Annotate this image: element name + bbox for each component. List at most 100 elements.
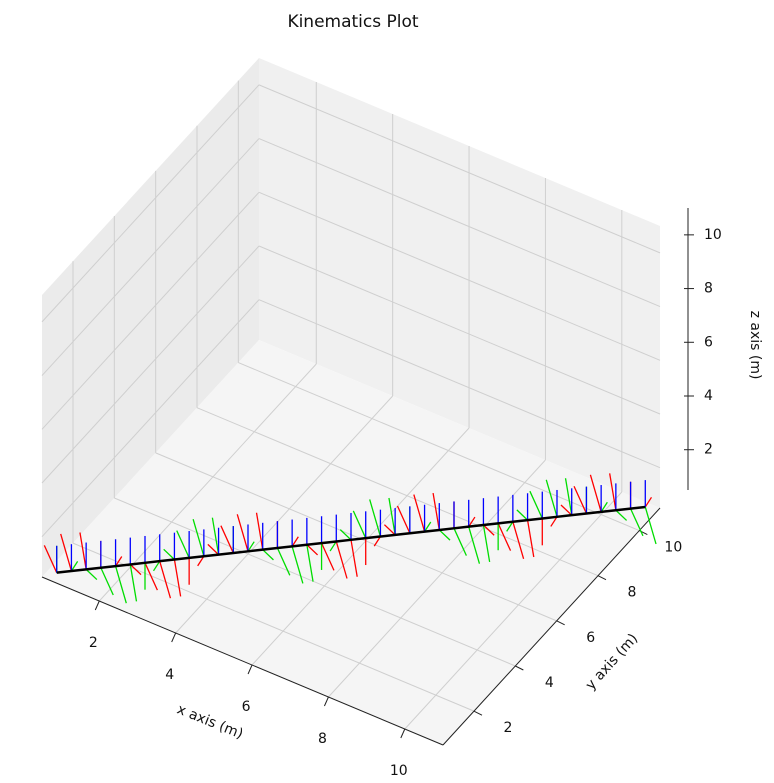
x-tick-label: 4 (165, 667, 174, 683)
frame-x (335, 541, 348, 579)
frame-y (247, 541, 255, 552)
frame-x (173, 559, 182, 597)
x-tick-label: 10 (390, 763, 408, 779)
frame-x (320, 542, 335, 571)
grid-line (258, 84, 661, 254)
frame-y (152, 560, 161, 572)
frame-x (115, 556, 123, 567)
frame-y (516, 509, 529, 521)
frame-x (468, 516, 476, 528)
z-tick-label: 8 (704, 281, 713, 297)
frame-x (220, 525, 234, 554)
frame-x (526, 519, 535, 558)
frame-x (482, 524, 495, 536)
frame-y (329, 541, 337, 552)
frame-y (468, 526, 481, 564)
frame-y (339, 529, 352, 541)
y-tick-label: 8 (628, 585, 637, 601)
frame-x (396, 505, 411, 534)
frame-y (114, 565, 127, 604)
frame-x (306, 544, 319, 556)
frame-x (432, 492, 440, 531)
frame-y (600, 501, 608, 513)
z-tick-label: 6 (704, 334, 713, 350)
frame-y (85, 568, 98, 581)
frame-x (512, 521, 525, 559)
frame-x (373, 536, 381, 547)
frame-x (609, 473, 617, 511)
frame-y (70, 561, 79, 572)
x-axis-line (41, 576, 444, 746)
grid-line (258, 191, 661, 361)
frame-x (413, 494, 426, 532)
frame-y (453, 528, 467, 556)
frame-y (276, 547, 291, 576)
grid-line (41, 138, 260, 376)
frame-y (506, 521, 514, 532)
frame-y (529, 490, 543, 519)
grid-line (251, 427, 470, 666)
grid-line (175, 395, 394, 634)
y-tick-label: 6 (586, 630, 595, 646)
frame-x (197, 555, 205, 567)
frame-y (629, 508, 644, 537)
y-tick-label: 4 (545, 675, 554, 691)
grid-line (258, 299, 661, 469)
grid-line (98, 363, 317, 602)
frame-x (79, 532, 87, 570)
frame-y (369, 499, 382, 537)
frame-y (482, 524, 491, 563)
frame-x (129, 563, 142, 576)
frame-x (255, 512, 264, 550)
frame-x (144, 562, 158, 591)
frame-x (644, 496, 653, 508)
x-axis-label: x axis (m) (175, 702, 246, 743)
z-tick-label: 2 (704, 442, 713, 458)
frame-x (43, 545, 58, 573)
y-tick (473, 710, 483, 716)
frame-y (438, 529, 451, 541)
grid-line (328, 459, 546, 698)
z-tick-label: 4 (704, 388, 713, 404)
frame-y (615, 509, 628, 521)
frame-y (644, 506, 657, 545)
grid-line (114, 497, 516, 667)
frame-y (163, 548, 175, 560)
frame-y (211, 517, 220, 555)
frame-x (350, 539, 358, 577)
frame-x (236, 514, 249, 552)
grid-line (41, 191, 260, 430)
x-tick-label: 6 (242, 699, 251, 715)
frame-x (291, 536, 299, 547)
x-tick (323, 696, 329, 707)
grid-line (41, 245, 260, 484)
back-pane (259, 58, 660, 508)
frame-y (388, 497, 396, 535)
frame-x (573, 485, 588, 514)
trajectory (56, 505, 646, 574)
frame-y (129, 564, 138, 602)
frame-x (207, 543, 220, 556)
grid-line (258, 245, 661, 415)
frame-y (100, 567, 114, 596)
frame-y (352, 510, 367, 539)
grid-line (238, 362, 640, 532)
grid-line (258, 138, 661, 308)
x-tick (247, 664, 253, 675)
frame-x (383, 524, 396, 536)
y-tick (597, 575, 607, 581)
frame-y (262, 549, 274, 561)
y-tick-label: 2 (504, 720, 513, 736)
frame-y (564, 478, 573, 516)
frame-y (291, 546, 304, 584)
y-axis-line (442, 507, 661, 746)
frame-y (306, 544, 314, 582)
x-tick (171, 632, 177, 643)
frame-y (176, 530, 190, 559)
x-tick-label: 8 (318, 731, 327, 747)
y-tick-label: 10 (664, 540, 682, 556)
y-tick (556, 620, 565, 626)
grid-line (72, 542, 475, 712)
z-axis-label: z axis (m) (747, 311, 763, 380)
